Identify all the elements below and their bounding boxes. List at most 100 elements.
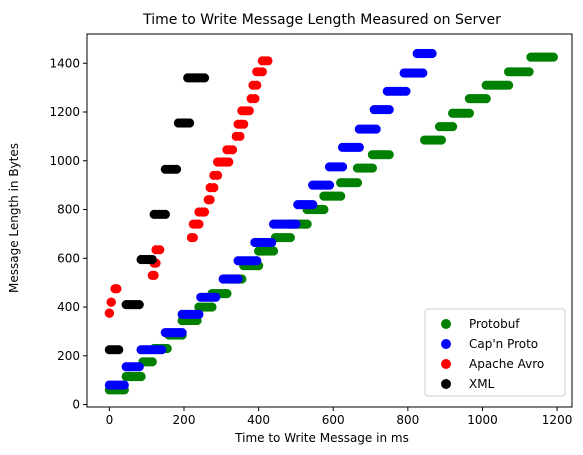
data-point [112, 284, 122, 294]
plot-marks [104, 48, 558, 395]
data-point [134, 362, 144, 372]
data-point [222, 289, 232, 299]
data-point [136, 371, 146, 382]
data-point [548, 52, 558, 62]
data-point [194, 219, 204, 229]
y-tick-label: 600 [57, 251, 80, 265]
data-point [185, 118, 195, 128]
data-point [147, 254, 157, 265]
data-point [308, 200, 318, 210]
data-point [160, 209, 170, 220]
data-point [171, 164, 182, 174]
data-point [263, 56, 273, 66]
data-point [211, 292, 221, 302]
data-point [194, 309, 204, 319]
data-point [155, 245, 165, 255]
data-point [134, 300, 144, 310]
data-point [384, 104, 394, 115]
x-tick-label: 400 [247, 413, 270, 427]
data-point [524, 67, 534, 77]
legend-marker-cap-n-proto [441, 339, 451, 349]
data-point [252, 80, 262, 90]
chart-title: Time to Write Message Length Measured on… [142, 12, 501, 28]
data-point [481, 94, 491, 104]
data-point [464, 108, 474, 118]
data-point [354, 142, 364, 152]
data-point [224, 157, 234, 167]
data-point [149, 270, 159, 280]
data-point [367, 163, 377, 173]
data-point [371, 124, 381, 134]
data-point [244, 106, 254, 116]
y-tick-label: 800 [57, 203, 80, 217]
data-point [106, 297, 116, 307]
legend-label-xml: XML [469, 377, 495, 391]
data-point [268, 246, 279, 256]
data-point [337, 162, 348, 172]
data-point [285, 232, 295, 243]
x-axis-ticks: 0 200 400 600 800 1000 1200 [106, 407, 573, 427]
legend-marker-xml [441, 379, 451, 389]
x-tick-label: 200 [173, 413, 196, 427]
data-point [401, 86, 411, 96]
data-point [199, 207, 210, 217]
data-point [233, 274, 243, 284]
data-point [207, 302, 217, 312]
data-point [104, 308, 114, 318]
data-point [418, 68, 428, 78]
data-point [157, 345, 167, 355]
data-point [384, 150, 394, 160]
legend-label-protobuf: Protobuf [469, 317, 520, 331]
y-tick-label: 400 [57, 300, 80, 314]
plot-frame [86, 33, 573, 408]
data-point [436, 135, 447, 145]
x-tick-label: 1000 [467, 413, 498, 427]
data-point [250, 94, 260, 104]
data-point [212, 170, 223, 180]
y-tick-label: 200 [57, 349, 80, 363]
data-point [319, 204, 329, 215]
x-tick-label: 1200 [542, 413, 573, 427]
data-point [336, 191, 346, 201]
y-axis-ticks: 0 200 400 600 800 1000 1200 1400 [49, 56, 87, 412]
x-axis-label: Time to Write Message in ms [234, 431, 409, 445]
legend-label-apache-avro: Apache Avro [469, 357, 544, 371]
data-point [352, 178, 363, 188]
legend-box [424, 308, 566, 397]
data-point [119, 380, 129, 390]
data-point [503, 80, 514, 90]
y-tick-label: 1200 [49, 105, 80, 119]
data-point [188, 232, 198, 243]
legend-marker-apache-avro [441, 359, 451, 369]
series-cap-n-proto [104, 48, 437, 390]
data-point [114, 345, 124, 355]
data-point [267, 237, 277, 248]
y-tick-label: 1000 [49, 154, 80, 168]
data-point [147, 357, 157, 367]
data-point [177, 328, 187, 338]
x-tick-label: 600 [322, 413, 345, 427]
data-point [302, 219, 312, 229]
y-tick-label: 1400 [49, 56, 80, 70]
data-point [205, 195, 215, 205]
data-point [235, 131, 245, 141]
y-tick-label: 0 [72, 398, 80, 412]
data-point [427, 48, 437, 59]
legend-label-cap-n-proto: Cap'n Proto [469, 337, 538, 351]
data-point [291, 219, 301, 229]
data-point [324, 180, 335, 190]
x-tick-label: 800 [396, 413, 419, 427]
data-point [257, 67, 267, 77]
series-xml [104, 73, 210, 355]
legend: Protobuf Cap'n Proto Apache Avro XML [424, 308, 566, 397]
x-tick-label: 0 [106, 413, 114, 427]
legend-marker-protobuf [441, 319, 451, 329]
data-point [209, 182, 219, 193]
y-axis-label: Message Length in Bytes [7, 143, 21, 293]
data-point [448, 122, 458, 132]
data-point [239, 119, 249, 129]
data-point [252, 256, 262, 266]
series-apache-avro [104, 56, 273, 318]
data-point [199, 73, 210, 83]
